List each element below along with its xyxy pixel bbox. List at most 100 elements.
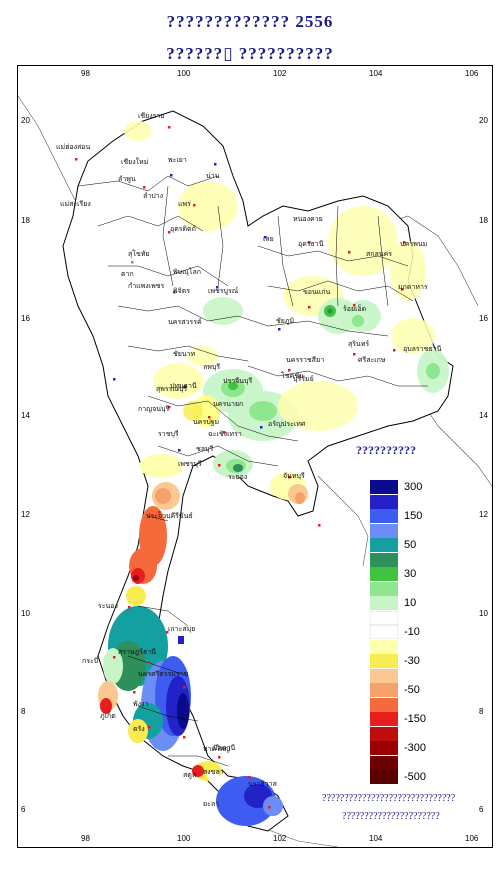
footnote-line2: ?????????????????????? bbox=[342, 811, 440, 822]
legend-swatch bbox=[370, 755, 398, 770]
province-label: สตูล bbox=[183, 772, 196, 779]
province-label: ยะลา bbox=[203, 801, 219, 808]
province-label: ระยอง bbox=[228, 474, 247, 481]
province-label: พิษณุโลก bbox=[173, 267, 201, 276]
legend-swatch bbox=[370, 610, 398, 625]
latitude-tick-left: 12 bbox=[21, 510, 30, 519]
legend-label: 150 bbox=[404, 510, 423, 522]
province-label: เชียงราย bbox=[138, 112, 164, 120]
province-label: นครสวรรค์ bbox=[168, 318, 202, 326]
map-title-line1: ????????????? 2556 bbox=[166, 12, 334, 31]
province-label: สุราษฎร์ธานี bbox=[118, 648, 156, 656]
latitude-tick-right: 12 bbox=[479, 510, 488, 519]
legend-label: 30 bbox=[404, 568, 417, 580]
longitude-tick-bottom: 104 bbox=[369, 834, 383, 843]
longitude-tick-top: 106 bbox=[465, 69, 479, 78]
province-label: สงขลา bbox=[203, 769, 224, 776]
province-label: ราชบุรี bbox=[158, 430, 179, 438]
legend-swatch bbox=[370, 596, 398, 610]
province-label: ชัยภูมิ bbox=[276, 317, 294, 325]
legend-swatch bbox=[370, 639, 398, 654]
anomaly-patches bbox=[98, 121, 449, 826]
legend-label: -50 bbox=[404, 684, 420, 696]
legend-swatch bbox=[370, 552, 398, 567]
province-label: อุตรดิตถ์ bbox=[170, 225, 196, 233]
province-label: บุรีรัมย์ bbox=[293, 375, 314, 383]
province-label: ชัยนาท bbox=[173, 350, 196, 358]
legend-swatch bbox=[370, 625, 398, 639]
legend-swatch bbox=[370, 770, 398, 784]
province-label: ฉะเชิงเทรา bbox=[208, 430, 242, 438]
latitude-tick-right: 16 bbox=[479, 314, 488, 323]
legend-swatch bbox=[370, 726, 398, 741]
province-label: กำแพงเพชร bbox=[128, 282, 164, 290]
province-label: ร้อยเอ็ด bbox=[343, 304, 366, 313]
province-label: จันทบุรี bbox=[283, 472, 305, 480]
legend-swatch bbox=[370, 480, 398, 494]
longitude-tick-bottom: 106 bbox=[465, 834, 479, 843]
latitude-tick-right: 6 bbox=[479, 805, 484, 814]
latitude-tick-left: 14 bbox=[21, 411, 30, 420]
province-label: เพชรบุรี bbox=[178, 460, 202, 468]
legend-label: -300 bbox=[404, 742, 427, 754]
province-label: ตาก bbox=[121, 271, 134, 278]
province-label: ปัตตานี bbox=[213, 744, 235, 752]
legend-label: 50 bbox=[404, 539, 417, 551]
province-label: ขอนแก่น bbox=[303, 289, 331, 296]
legend-label: -30 bbox=[404, 655, 420, 667]
latitude-tick-left: 10 bbox=[21, 609, 30, 618]
legend-swatch bbox=[370, 523, 398, 538]
province-label: นครนายก bbox=[213, 401, 243, 408]
province-boundaries bbox=[77, 175, 428, 767]
province-label: แพร่ bbox=[178, 201, 191, 208]
longitude-tick-bottom: 102 bbox=[273, 834, 287, 843]
province-label: ปทุมธานี bbox=[170, 382, 197, 390]
province-label: ชลบุรี bbox=[196, 445, 213, 453]
province-label: ระนอง bbox=[98, 603, 118, 610]
footnote-line1: ?????????????????????????????? bbox=[322, 793, 456, 804]
legend-label: -150 bbox=[404, 713, 427, 725]
province-label: สกลนคร bbox=[366, 251, 392, 258]
province-label: กาญจนบุรี bbox=[138, 405, 169, 413]
province-label: ปราจีนบุรี bbox=[223, 377, 252, 385]
province-label: สุพรรณบุรี bbox=[156, 385, 187, 393]
province-label: หาดใหญ่ bbox=[203, 744, 230, 753]
province-label: พะเยา bbox=[168, 157, 187, 164]
province-label: นครปฐม bbox=[193, 419, 219, 426]
province-label: เกาะสมุย bbox=[168, 626, 195, 633]
province-label: นราธิวาส bbox=[248, 780, 278, 788]
latitude-tick-left: 6 bbox=[21, 805, 26, 814]
map-frame: เชียงราย แม่ฮ่องสอน เชียงใหม่ พะเยา น่าน ลำพู… bbox=[17, 65, 493, 848]
province-label: แม่ฮ่องสอน bbox=[56, 144, 90, 151]
map-title-line2: ??????▯ ?????????? bbox=[166, 44, 334, 63]
province-label: เพชรบูรณ์ bbox=[208, 287, 239, 295]
legend-label: -500 bbox=[404, 771, 427, 783]
latitude-tick-right: 14 bbox=[479, 411, 488, 420]
legend-label: 10 bbox=[404, 597, 417, 609]
province-label: มุกดาหาร bbox=[398, 284, 428, 291]
province-label: นครราชสีมา bbox=[286, 356, 325, 364]
legend-swatch bbox=[370, 509, 398, 523]
province-label: ตรัง bbox=[133, 725, 145, 733]
legend-swatch bbox=[370, 712, 398, 726]
province-label: หนองคาย bbox=[293, 216, 323, 223]
latitude-tick-right: 10 bbox=[479, 609, 488, 618]
province-label: ศรีสะเกษ bbox=[358, 356, 386, 364]
legend-swatch bbox=[370, 683, 398, 697]
legend-swatch bbox=[370, 494, 398, 509]
longitude-tick-top: 100 bbox=[177, 69, 191, 78]
legend-swatch bbox=[370, 538, 398, 552]
province-label: อรัญประเทศ bbox=[268, 420, 306, 428]
province-label: ประจวบคีรีขันธ์ bbox=[146, 512, 193, 520]
latitude-tick-left: 8 bbox=[21, 707, 26, 716]
province-label: ลพบุรี bbox=[203, 363, 220, 371]
latitude-tick-right: 18 bbox=[479, 216, 488, 225]
province-label: เลย bbox=[263, 236, 274, 243]
province-label: เชียงใหม่ bbox=[121, 157, 148, 166]
legend-swatch bbox=[370, 741, 398, 755]
legend-label: 300 bbox=[404, 481, 423, 493]
legend-swatch bbox=[370, 668, 398, 683]
province-label: ลำปาง bbox=[143, 192, 163, 200]
latitude-tick-left: 16 bbox=[21, 314, 30, 323]
